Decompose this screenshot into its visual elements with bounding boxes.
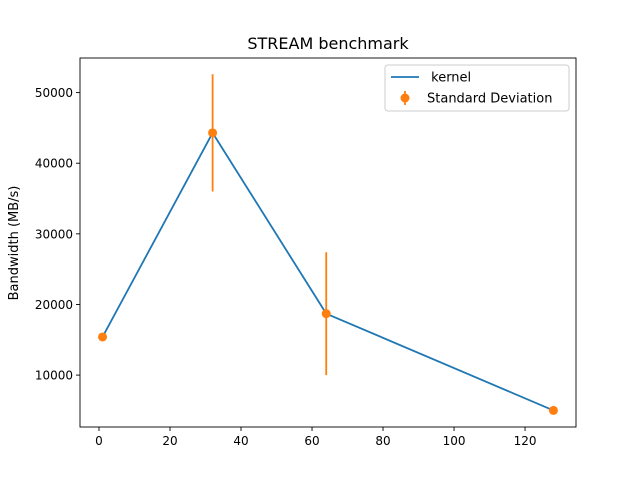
y-tick-label: 10000 xyxy=(35,369,73,383)
x-tick-label: 120 xyxy=(514,434,537,448)
y-tick-label: 40000 xyxy=(35,157,73,171)
x-tick-label: 80 xyxy=(375,434,390,448)
x-tick-label: 40 xyxy=(233,434,248,448)
x-tick-label: 20 xyxy=(162,434,177,448)
y-tick-label: 20000 xyxy=(35,298,73,312)
legend-box xyxy=(384,64,570,112)
legend-marker-swatch xyxy=(400,93,410,103)
chart-title: STREAM benchmark xyxy=(247,34,409,53)
data-point xyxy=(208,128,218,138)
data-point xyxy=(548,405,558,415)
axes-frame xyxy=(79,57,577,428)
x-tick-label: 0 xyxy=(95,434,103,448)
x-tick-label: 100 xyxy=(443,434,466,448)
y-tick-label: 50000 xyxy=(35,86,73,100)
legend-label: kernel xyxy=(427,71,471,86)
plot-area xyxy=(98,74,558,415)
series-line-kernel xyxy=(101,131,554,412)
axes: 0 20 40 60 80 100 120 10000 20000 30000 40000 50000 xyxy=(35,57,577,448)
y-tick-label: 30000 xyxy=(35,227,73,241)
data-point xyxy=(321,309,331,319)
x-tick-label: 60 xyxy=(304,434,319,448)
y-axis-label: Bandwidth (MB/s) xyxy=(7,186,22,301)
legend: kernel Standard Deviation xyxy=(384,64,570,112)
legend-label: Standard Deviation xyxy=(427,92,552,107)
data-point xyxy=(98,332,108,342)
